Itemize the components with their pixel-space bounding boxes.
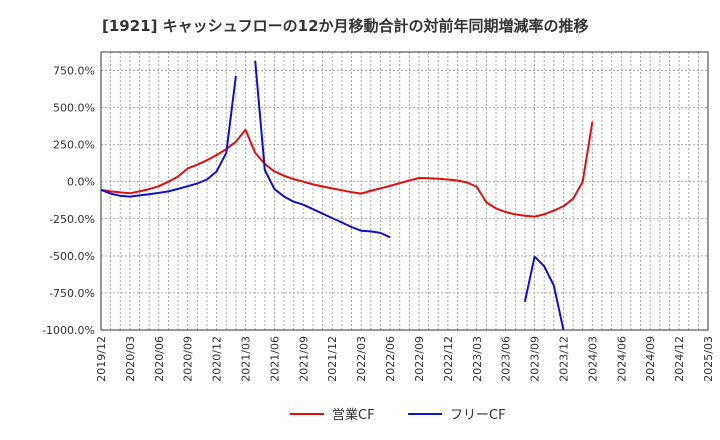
series-line-segment (523, 255, 565, 331)
series-line-segment (254, 60, 391, 239)
x-tick-label: 2020/09 (182, 336, 195, 382)
y-tick-label: -500.0% (49, 250, 95, 263)
x-tick-label: 2022/03 (355, 336, 368, 382)
x-tick-label: 2019/12 (95, 336, 108, 382)
legend-label: 営業CF (332, 407, 375, 423)
y-tick-label: 0.0% (67, 176, 95, 189)
x-tick-label: 2021/09 (297, 336, 310, 382)
series-line-segment (100, 75, 237, 198)
x-tick-label: 2025/03 (702, 336, 715, 382)
series-line-segment (100, 121, 594, 218)
x-tick-label: 2021/06 (268, 336, 281, 382)
legend: 営業CF フリーCF (290, 407, 506, 423)
series-free-cf (100, 60, 565, 331)
x-tick-label: 2021/12 (326, 336, 339, 382)
axes: 750.0% 500.0% 250.0% 0.0% -250.0% -500.0% -750… (42, 51, 715, 382)
legend-label: フリーCF (450, 408, 506, 423)
series-operating-cf (100, 121, 594, 218)
series-lines (100, 60, 594, 331)
plot-frame (100, 51, 709, 331)
x-tick-label: 2021/03 (240, 336, 253, 382)
x-tick-label: 2024/12 (673, 336, 686, 382)
x-tick-label: 2023/03 (471, 336, 484, 382)
x-tick-label: 2023/12 (557, 336, 570, 382)
chart-title: [1921] キャッシュフローの12か月移動合計の対前年同期増減率の推移 (102, 17, 589, 35)
x-tick-label: 2022/09 (413, 336, 426, 382)
grid-lines (100, 52, 709, 331)
x-tick-label: 2022/12 (442, 336, 455, 382)
y-tick-label: -750.0% (49, 287, 95, 300)
y-tick-label: -250.0% (49, 213, 95, 226)
x-tick-label: 2023/09 (529, 336, 542, 382)
y-tick-label: 250.0% (53, 139, 95, 152)
x-tick-label: 2023/06 (500, 336, 513, 382)
x-tick-label: 2024/09 (644, 336, 657, 382)
x-tick-label: 2022/06 (384, 336, 397, 382)
x-tick-label: 2020/12 (211, 336, 224, 382)
x-tick-label: 2020/03 (124, 336, 137, 382)
x-tick-label: 2024/06 (615, 336, 628, 382)
x-tick-label: 2024/03 (586, 336, 599, 382)
y-tick-label: 500.0% (53, 102, 95, 115)
y-tick-label: 750.0% (53, 65, 95, 78)
x-tick-label: 2020/06 (153, 336, 166, 382)
y-tick-label: -1000.0% (42, 324, 95, 337)
